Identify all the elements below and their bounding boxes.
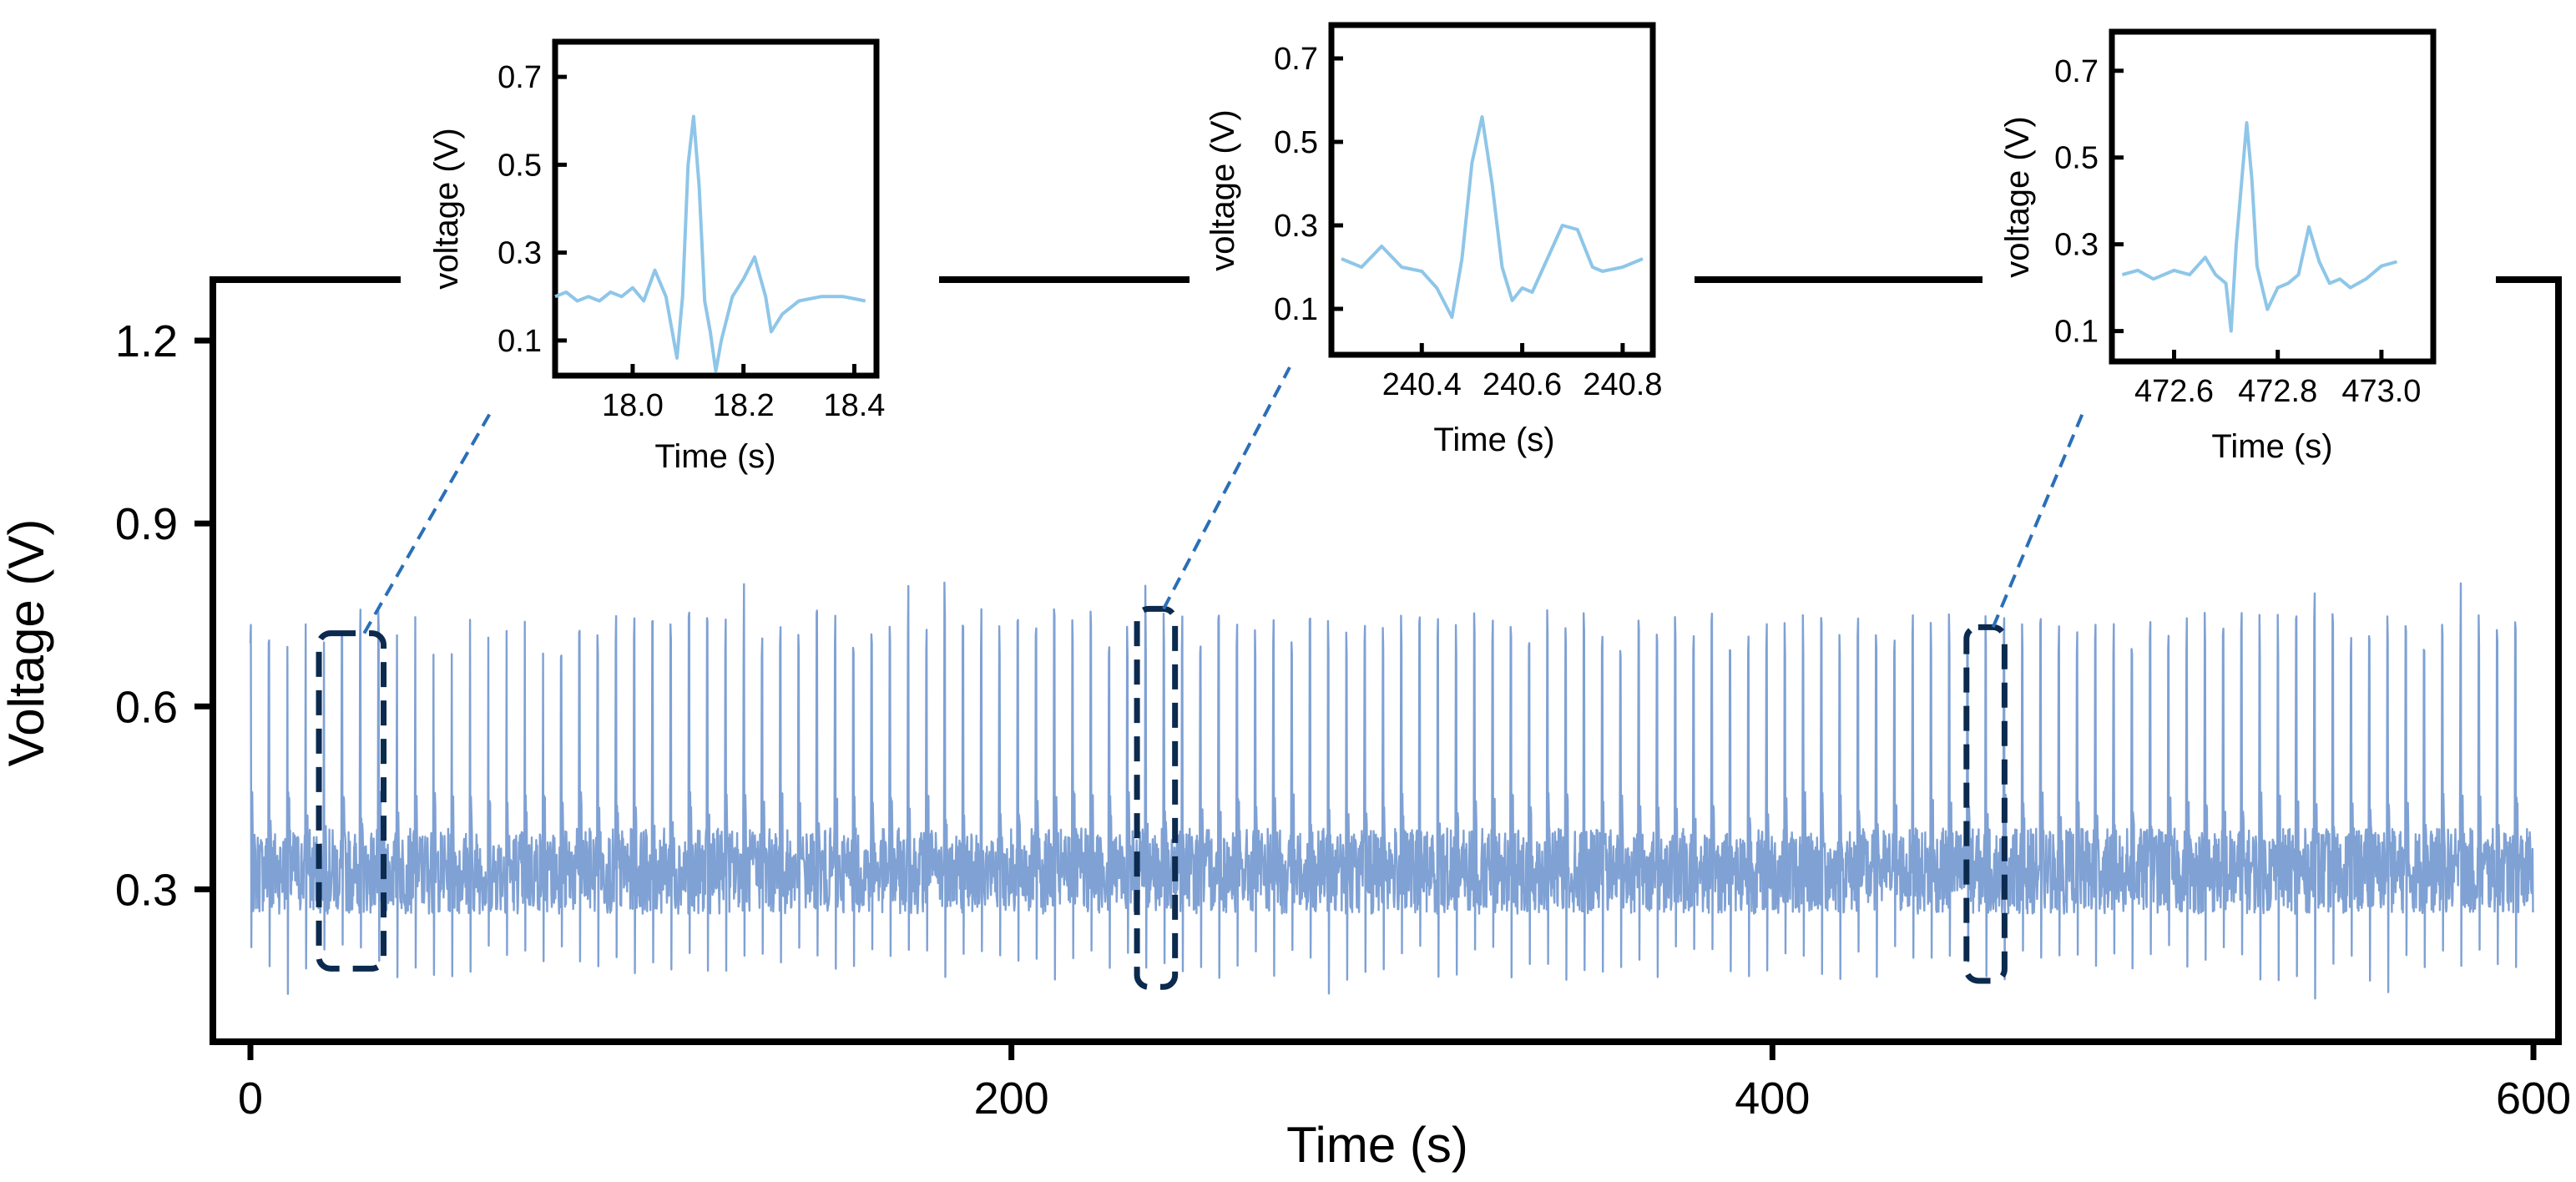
inset-y-label: voltage (V): [1205, 109, 1241, 270]
inset-x-tick-label: 472.6: [2134, 374, 2214, 409]
main-signal-layer: [249, 581, 2534, 1000]
main-axes: [210, 276, 2562, 1045]
inset-y-tick-label: 0.7: [2054, 54, 2099, 89]
leader-line: [1162, 366, 1291, 610]
inset-x-tick-label: 473.0: [2341, 374, 2421, 409]
main-frame-left: [210, 276, 2562, 1045]
inset-ticks: 240.4 240.6 240.8 0.1 0.3 0.5 0.7: [1274, 42, 1662, 402]
x-axis-label: Time (s): [1286, 1117, 1468, 1173]
highlight-boxes: [316, 605, 2008, 990]
y-tick-label: 0.3: [115, 865, 178, 915]
main-signal-line: [249, 581, 2534, 1000]
y-axis-label: Voltage (V): [0, 519, 54, 767]
inset-x-tick-label: 18.4: [823, 388, 885, 423]
inset-y-tick-label: 0.5: [498, 148, 542, 183]
inset-y-tick-label: 0.3: [1274, 209, 1318, 244]
inset-signal: [1341, 115, 1644, 319]
inset-y-tick-label: 0.1: [2054, 315, 2099, 350]
x-tick-label: 600: [2496, 1073, 2571, 1124]
y-tick-label: 1.2: [115, 316, 178, 366]
x-tick-label: 400: [1735, 1073, 1810, 1124]
highlight-box: [1963, 624, 2008, 984]
highlight-box: [1134, 605, 1179, 990]
inset-y-tick-label: 0.1: [1274, 292, 1318, 327]
inset-ticks: 472.6 472.8 473.0 0.1 0.3 0.5 0.7: [2054, 54, 2421, 409]
inset-plot-3: 472.6 472.8 473.0 0.1 0.3 0.5 0.7 Time (s) vol…: [1999, 28, 2437, 465]
inset-frame: [552, 38, 880, 379]
highlight-box: [316, 630, 387, 972]
x-tick-label: 200: [974, 1073, 1049, 1124]
main-ticks: 0 200 400 600 0.3 0.6 0.9 1.2: [115, 316, 2571, 1124]
inset-y-tick-label: 0.7: [498, 60, 542, 95]
inset-x-tick-label: 240.4: [1382, 367, 1462, 402]
leader-lines: [362, 366, 2084, 634]
x-tick-label: 0: [238, 1073, 263, 1124]
inset-plot-2: 240.4 240.6 240.8 0.1 0.3 0.5 0.7 Time (s) vol…: [1205, 22, 1662, 458]
inset-y-tick-label: 0.3: [498, 236, 542, 271]
inset-y-tick-label: 0.7: [1274, 42, 1318, 77]
inset-signal-line: [554, 114, 866, 373]
inset-x-tick-label: 18.2: [713, 388, 775, 423]
inset-y-label: voltage (V): [1999, 116, 2036, 277]
inset-frame: [2109, 28, 2437, 365]
inset-plot-1: 18.0 18.2 18.4 0.1 0.3 0.5 0.7 Time (s) voltag…: [428, 38, 885, 475]
inset-signal-line: [1341, 115, 1644, 319]
inset-y-label: voltage (V): [428, 128, 465, 289]
inset-x-tick-label: 240.6: [1482, 367, 1562, 402]
inset-x-tick-label: 240.8: [1583, 367, 1662, 402]
inset-signal: [2121, 121, 2398, 333]
inset-signal: [554, 114, 866, 373]
inset-y-tick-label: 0.5: [1274, 125, 1318, 160]
inset-ticks: 18.0 18.2 18.4 0.1 0.3 0.5 0.7: [498, 60, 885, 423]
inset-y-tick-label: 0.1: [498, 324, 542, 359]
inset-y-tick-label: 0.5: [2054, 141, 2099, 176]
inset-x-tick-label: 18.0: [602, 388, 664, 423]
inset-y-tick-label: 0.3: [2054, 228, 2099, 263]
y-tick-label: 0.6: [115, 682, 178, 732]
inset-signal-line: [2121, 121, 2398, 333]
inset-x-label: Time (s): [2211, 428, 2332, 465]
inset-x-label: Time (s): [1433, 422, 1554, 458]
leader-line: [1991, 412, 2084, 629]
inset-x-label: Time (s): [654, 438, 775, 475]
inset-x-tick-label: 472.8: [2238, 374, 2317, 409]
y-tick-label: 0.9: [115, 499, 178, 549]
